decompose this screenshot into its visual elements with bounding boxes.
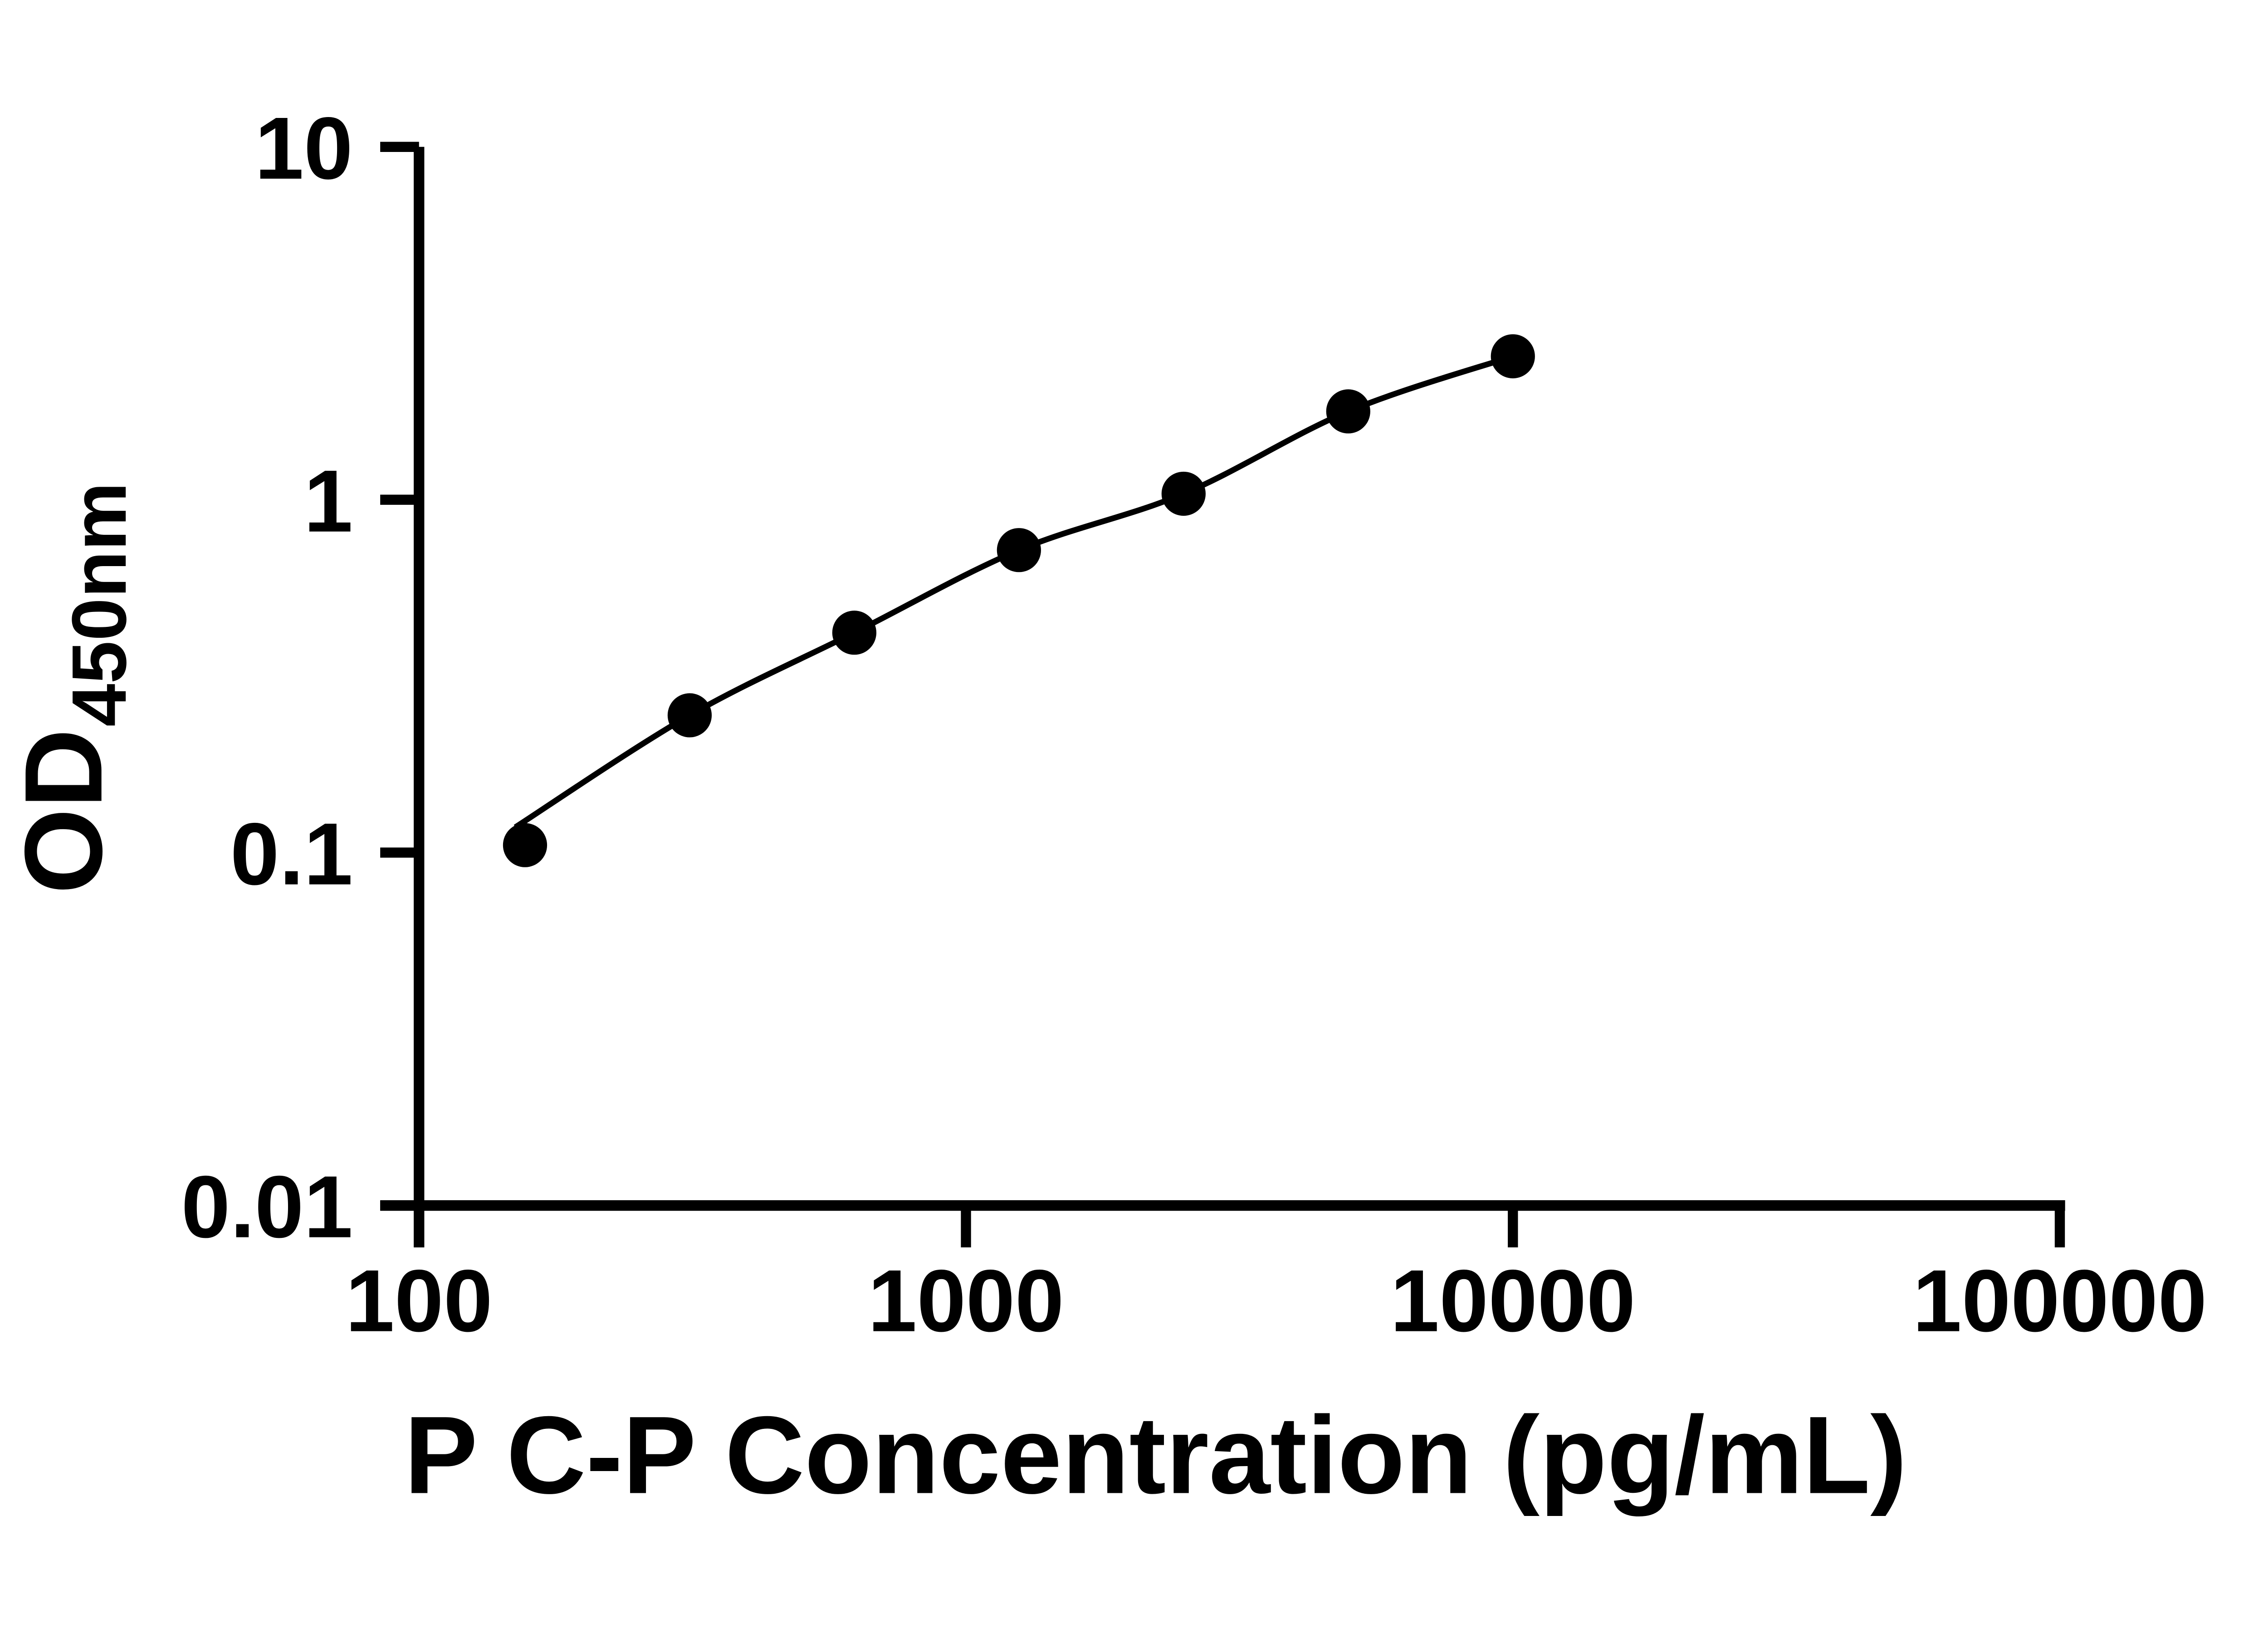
data-point (503, 823, 547, 867)
data-points-layer (503, 334, 1535, 867)
data-point (667, 693, 712, 738)
data-point (1161, 471, 1206, 516)
x-tick-label: 100000 (1913, 1252, 2207, 1350)
y-tick-label: 0.1 (230, 805, 353, 904)
x-tick-label: 100 (346, 1252, 493, 1350)
data-point (832, 611, 877, 655)
data-point (1491, 334, 1535, 379)
elisa-standard-curve-figure: 10 1 0.1 0.01 100 1000 10000 100000 P C-P Conce… (1, 99, 2207, 1517)
y-axis-title-main: OD (2, 728, 125, 894)
y-tick-label: 1 (304, 452, 353, 551)
data-point (997, 528, 1041, 572)
axes-layer (380, 142, 2065, 1247)
x-axis-title: P C-P Concentration (pg/mL) (404, 1393, 1907, 1517)
y-axis-title-subscript: 450nm (56, 482, 142, 727)
y-tick-label: 0.01 (181, 1158, 352, 1257)
x-tick-label: 1000 (868, 1252, 1064, 1350)
y-axis-title: OD 450nm (2, 482, 142, 894)
y-tick-label: 10 (255, 99, 353, 198)
data-point (1326, 389, 1370, 434)
x-tick-label: 10000 (1390, 1252, 1636, 1350)
